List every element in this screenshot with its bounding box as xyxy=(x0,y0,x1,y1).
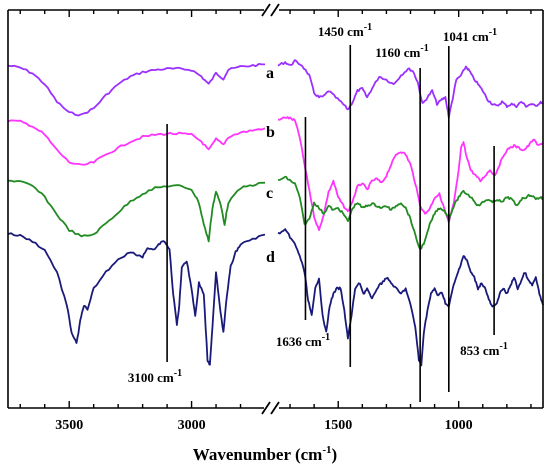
frame-layer xyxy=(7,3,544,415)
series-c-line-segment-2 xyxy=(277,175,544,250)
axis-break-mark-top-2 xyxy=(270,3,280,17)
x-tick-label-3500: 3500 xyxy=(55,418,83,433)
series-c-line-segment-1 xyxy=(7,179,266,243)
series-a-line-segment-1 xyxy=(7,63,265,117)
x-tick-label-3000: 3000 xyxy=(178,418,206,433)
series-label-c: c xyxy=(266,185,273,202)
series-label-layer: a b c d xyxy=(266,65,275,266)
axis-break-mark-top-1 xyxy=(261,3,271,17)
axis-break-mark-bottom-1 xyxy=(261,401,271,415)
annotation-label-1041: 1041 cm-1 xyxy=(443,27,497,44)
x-tick-label-1000: 1000 xyxy=(445,418,473,433)
annotation-label-1160: 1160 cm-1 xyxy=(375,43,428,60)
x-tick-label-1500: 1500 xyxy=(324,418,352,433)
x-axis-title: Wavenumber (cm-1) xyxy=(193,444,337,464)
x-axis-title-superscript: -1 xyxy=(322,444,331,456)
series-d-line-segment-2 xyxy=(277,228,544,367)
tick-layer: 3500 3000 1500 1000 xyxy=(19,10,532,433)
x-axis-title-end: ) xyxy=(332,445,338,464)
series-a-line-segment-2 xyxy=(277,59,544,119)
annotation-label-1636: 1636 cm-1 xyxy=(276,332,330,349)
x-axis-title-main: Wavenumber (cm xyxy=(193,445,323,464)
series-layer xyxy=(7,59,544,367)
annotation-label-853: 853 cm-1 xyxy=(460,341,508,358)
series-b-line-segment-1 xyxy=(7,119,266,166)
series-label-d: d xyxy=(266,249,275,266)
axis-break-mark-bottom-2 xyxy=(270,401,280,415)
annotation-label-3100: 3100 cm-1 xyxy=(128,368,182,385)
series-label-a: a xyxy=(266,65,274,82)
annotation-label-1450: 1450 cm-1 xyxy=(318,22,372,39)
series-label-b: b xyxy=(266,124,275,141)
series-d-line-segment-1 xyxy=(7,232,266,366)
series-b-line-segment-2 xyxy=(277,116,544,231)
